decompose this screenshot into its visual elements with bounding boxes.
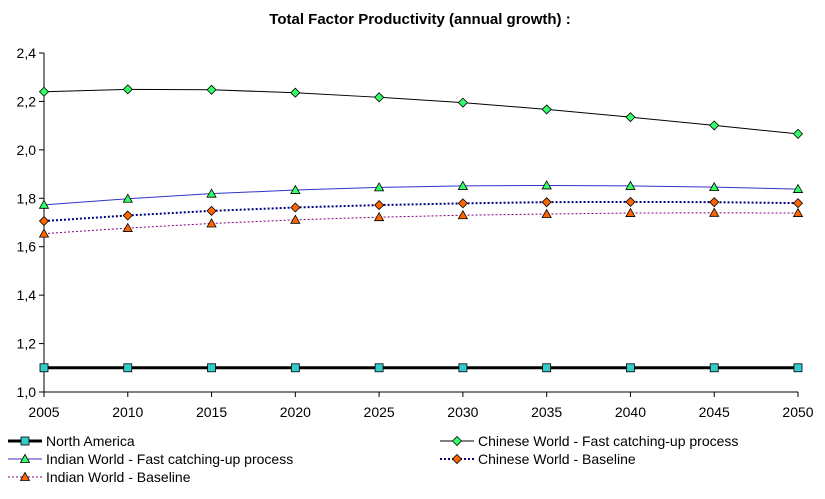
y-tick-label: 2,2: [17, 93, 37, 109]
data-point: [457, 209, 469, 220]
series-layer: [38, 84, 804, 373]
data-point: [38, 215, 50, 227]
x-tick-label: 2030: [447, 404, 478, 420]
y-tick-label: 1,4: [17, 287, 37, 303]
x-tick-label: 2050: [782, 404, 813, 420]
data-point: [792, 198, 804, 209]
legend-item: Chinese World - Baseline: [440, 451, 636, 467]
data-point: [123, 363, 133, 373]
data-point: [541, 197, 552, 208]
series-4: [38, 196, 804, 227]
data-point: [541, 104, 552, 115]
legend-label: Chinese World - Fast catching-up process: [478, 433, 738, 449]
legend: North America Chinese World - Fast catchi…: [8, 433, 738, 485]
data-point: [122, 84, 133, 95]
data-point: [374, 92, 385, 103]
series-line: [43, 200, 799, 223]
y-tick-label: 2,0: [17, 142, 37, 158]
data-point: [207, 363, 216, 373]
x-tick-label: 2040: [615, 404, 646, 420]
data-point: [206, 84, 217, 95]
legend-marker: [451, 435, 463, 447]
x-tick-label: 2015: [196, 404, 227, 420]
data-point: [290, 214, 301, 224]
x-tick-label: 2045: [699, 404, 730, 420]
data-point: [457, 198, 468, 209]
legend-label: Indian World - Fast catching-up process: [46, 451, 293, 467]
y-tick-label: 1,6: [17, 239, 37, 255]
data-point: [709, 120, 720, 131]
data-point: [709, 207, 720, 217]
series-1: [39, 363, 803, 373]
legend-item: North America: [8, 433, 135, 449]
data-point: [122, 222, 133, 232]
legend-label: Chinese World - Baseline: [478, 451, 636, 467]
data-point: [541, 208, 552, 218]
x-tick-label: 2020: [280, 404, 311, 420]
legend-marker: [19, 453, 31, 463]
data-point: [792, 183, 804, 193]
data-point: [122, 210, 133, 221]
data-point: [373, 182, 385, 192]
series-line: [43, 212, 799, 235]
data-point: [290, 87, 301, 98]
data-point: [206, 188, 217, 198]
legend-item: Indian World - Fast catching-up process: [8, 451, 293, 467]
data-point: [457, 97, 468, 108]
data-point: [458, 363, 468, 373]
y-tick-label: 1,2: [17, 336, 37, 352]
data-point: [39, 363, 49, 373]
data-point: [792, 128, 804, 139]
data-point: [625, 180, 636, 190]
x-tick-label: 2035: [531, 404, 562, 420]
data-point: [206, 205, 217, 216]
legend-label: North America: [46, 433, 135, 449]
data-point: [122, 193, 133, 203]
data-point: [709, 197, 720, 208]
x-tick-label: 2025: [364, 404, 395, 420]
legend-item: Chinese World - Fast catching-up process: [440, 433, 738, 449]
data-point: [626, 363, 635, 373]
data-point: [625, 112, 636, 123]
series-line: [43, 88, 799, 135]
axes: 1,0 1,2 1,4 1,6 1,8 2,0 2,2 2,4 2005 2010 2015 2020…: [17, 45, 814, 420]
data-point: [38, 199, 50, 209]
data-point: [792, 207, 804, 217]
series-5: [38, 207, 804, 238]
data-point: [625, 196, 636, 207]
series-3: [38, 180, 804, 209]
data-point: [290, 184, 301, 194]
x-tick-label: 2005: [28, 404, 59, 420]
data-point: [457, 180, 469, 190]
data-point: [793, 363, 803, 373]
x-tick-label: 2010: [112, 404, 143, 420]
data-point: [374, 363, 384, 373]
data-point: [374, 200, 385, 211]
legend-item: Indian World - Baseline: [8, 469, 191, 485]
legend-marker: [451, 453, 463, 465]
legend-marker: [20, 436, 30, 446]
series-2: [38, 84, 804, 139]
data-point: [709, 363, 719, 373]
data-point: [373, 211, 385, 222]
data-point: [542, 363, 552, 373]
y-tick-label: 1,8: [17, 190, 37, 206]
data-point: [290, 363, 300, 373]
y-tick-label: 1,0: [17, 384, 37, 400]
data-point: [625, 207, 636, 217]
y-tick-label: 2,4: [17, 45, 37, 61]
series-line: [43, 184, 799, 206]
data-point: [541, 180, 552, 190]
data-point: [290, 202, 301, 213]
legend-label: Indian World - Baseline: [46, 469, 191, 485]
data-point: [709, 181, 720, 192]
legend-marker: [19, 471, 31, 481]
data-point: [38, 86, 50, 97]
data-point: [206, 218, 217, 228]
chart-title: Total Factor Productivity (annual growth…: [269, 11, 570, 28]
data-point: [38, 228, 50, 238]
